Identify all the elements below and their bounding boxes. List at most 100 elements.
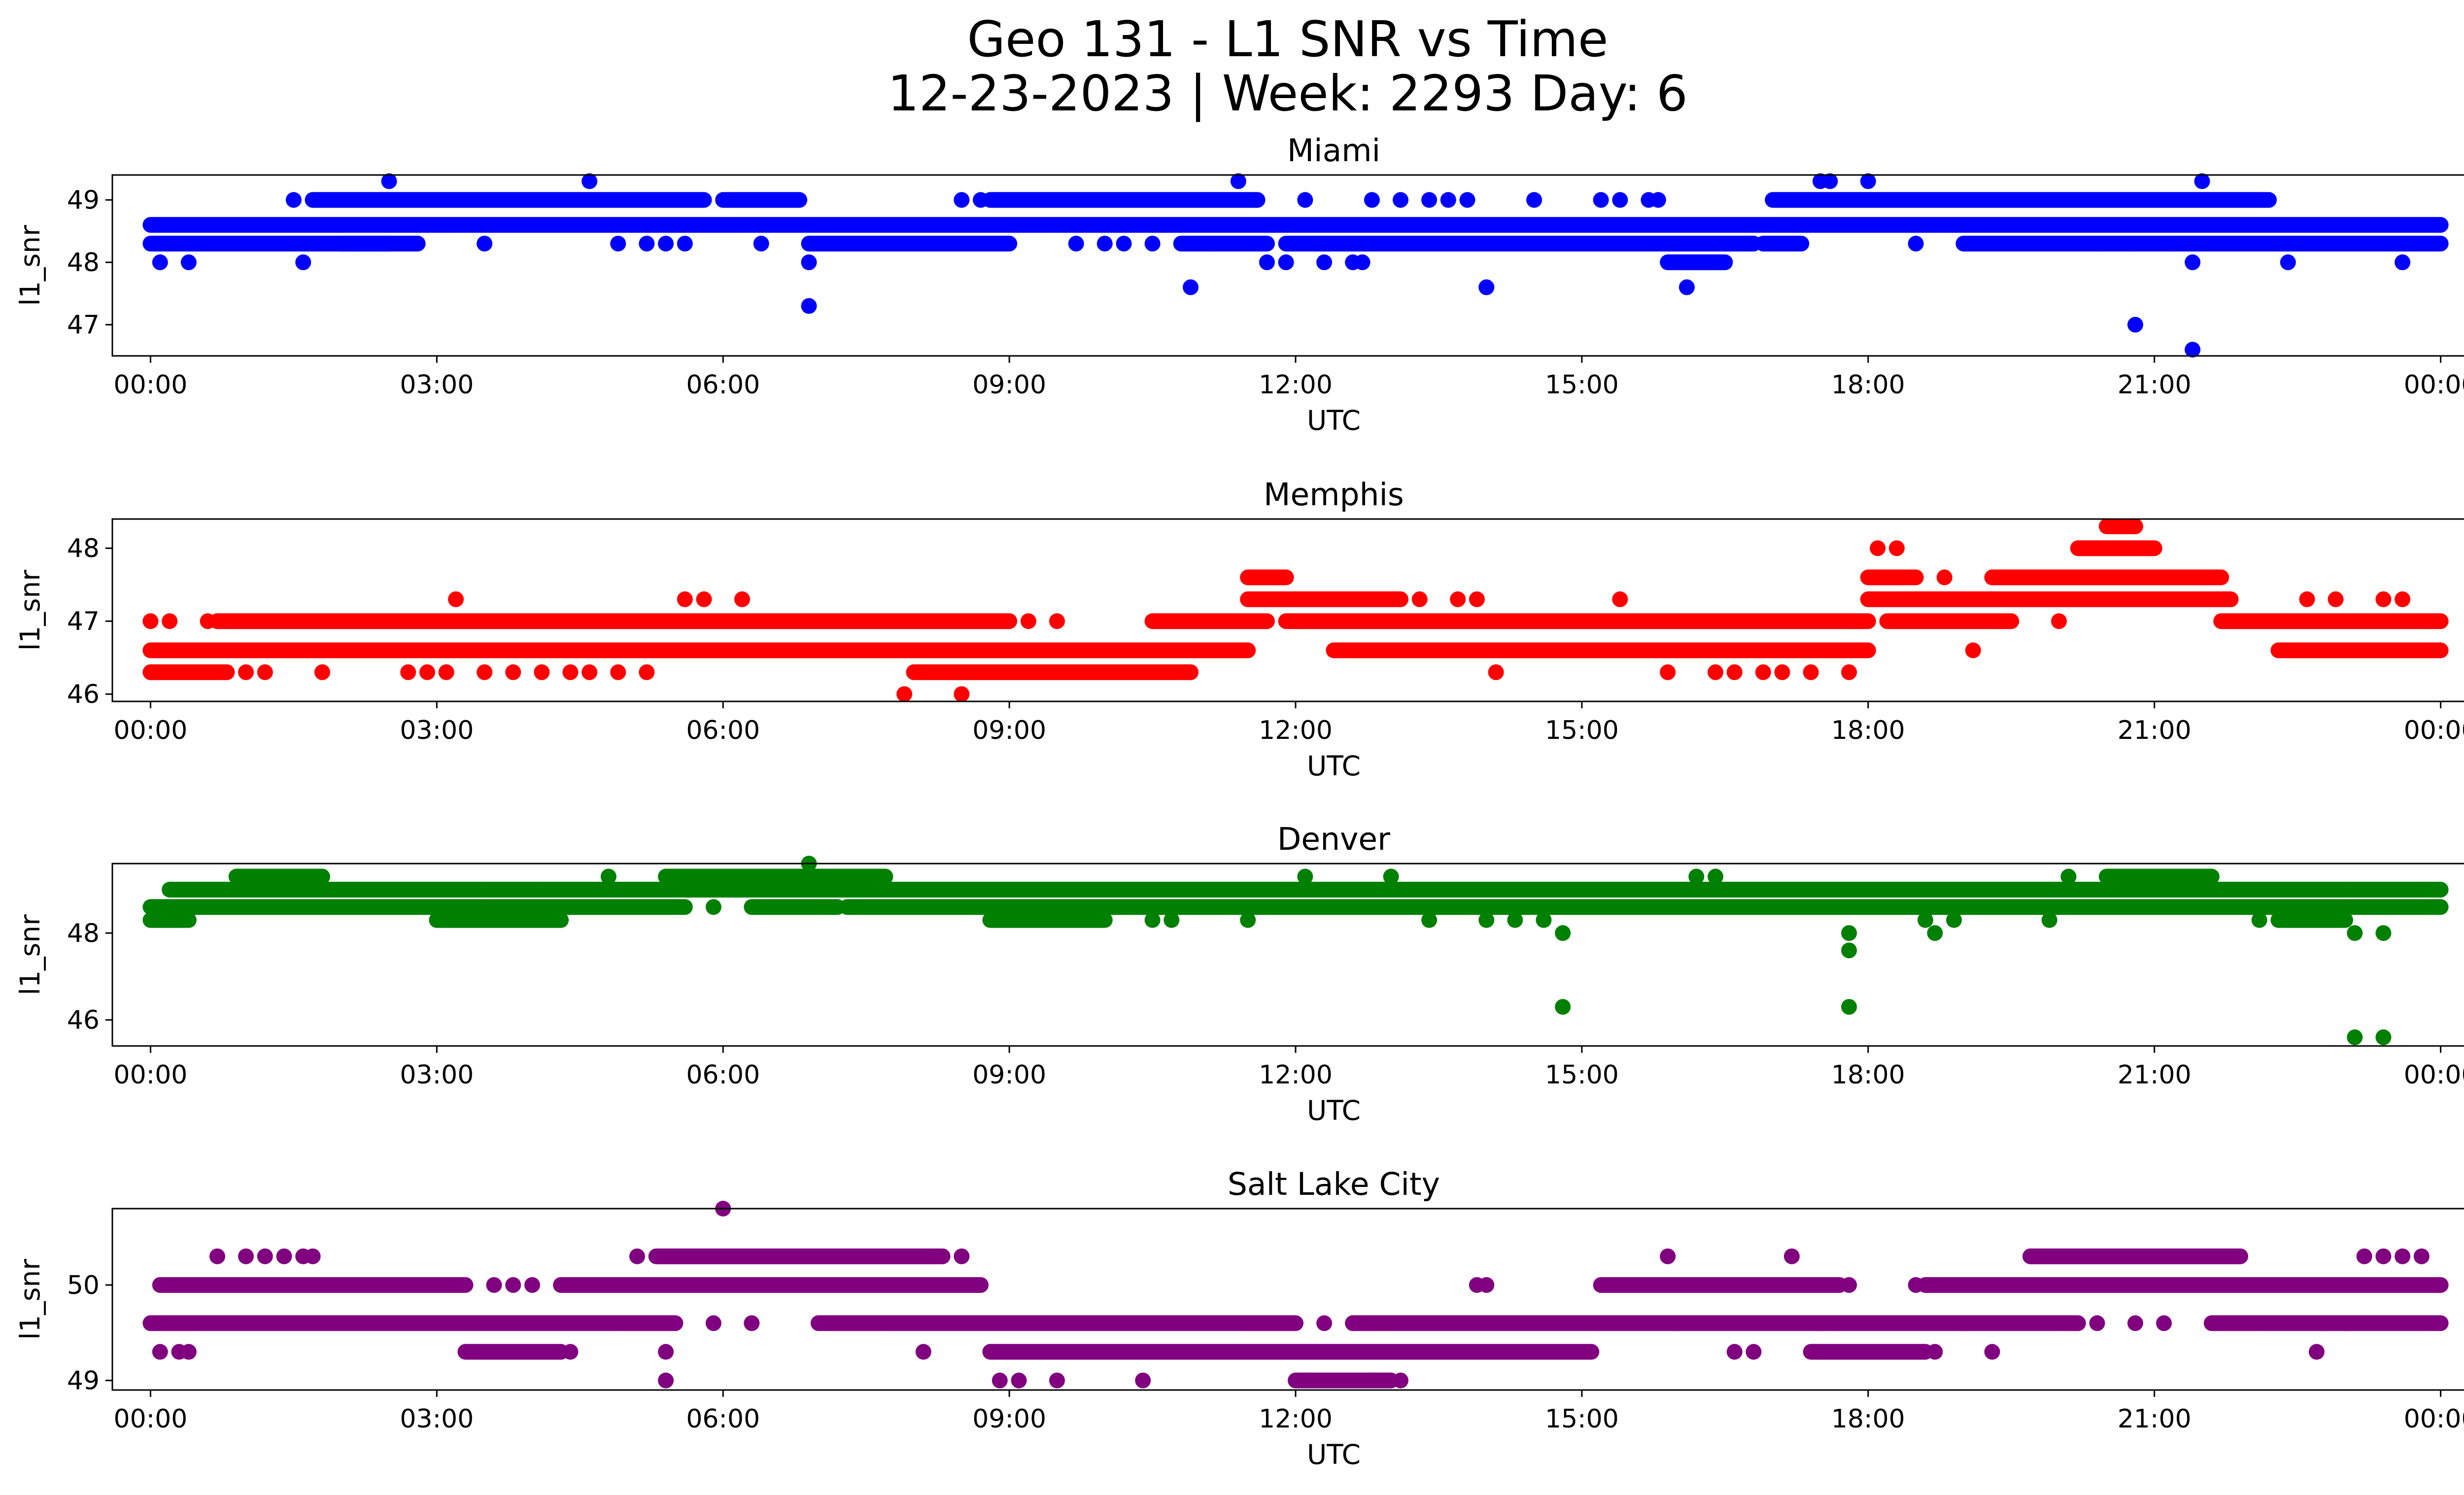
- subplot-title: Miami: [1287, 133, 1380, 169]
- subplot-2: Memphis 00:00 03:00 06:00 09:00 12:00 15:00 18:…: [14, 477, 2464, 782]
- data-point: [658, 1372, 674, 1389]
- data-point: [2347, 1029, 2363, 1045]
- data-point: [973, 192, 989, 208]
- data-point: [1841, 925, 1857, 941]
- data-point: [1803, 664, 1819, 680]
- subplot-1: Miami 00:00 03:00 06:00 09:00 12:00 15:00 18:00…: [14, 133, 2464, 436]
- data-point: [610, 236, 626, 252]
- series-markers: [142, 518, 2449, 702]
- y-tick-label: 48: [67, 534, 100, 563]
- series-markers: [142, 1201, 2449, 1389]
- y-tick-label: 46: [67, 1006, 100, 1035]
- y-axis-label: l1_snr: [14, 225, 46, 306]
- y-tick-label: 48: [67, 248, 100, 278]
- data-point: [381, 173, 397, 189]
- data-point: [1841, 999, 1857, 1015]
- data-point: [562, 664, 579, 680]
- data-point: [1888, 540, 1905, 556]
- x-tick-label: 00:00: [2404, 1060, 2464, 1090]
- data-point: [534, 881, 550, 898]
- x-tick-label: 03:00: [400, 1404, 474, 1434]
- data-point: [2194, 173, 2210, 189]
- data-point: [1364, 192, 1380, 208]
- data-point: [257, 664, 273, 680]
- data-point: [1946, 912, 1962, 928]
- data-point: [477, 664, 493, 680]
- data-point: [2395, 1248, 2411, 1264]
- data-point: [915, 1344, 931, 1360]
- x-tick-label: 12:00: [1259, 716, 1333, 745]
- data-point: [2413, 1248, 2430, 1264]
- data-point: [2327, 591, 2344, 607]
- x-tick-label: 15:00: [1545, 1060, 1619, 1090]
- data-point: [582, 173, 598, 189]
- data-point: [1708, 869, 1724, 885]
- data-point: [1488, 664, 1504, 680]
- data-point: [1612, 591, 1628, 607]
- y-tick-label: 49: [67, 1366, 100, 1396]
- data-point: [1755, 664, 1771, 680]
- data-point: [1049, 613, 1065, 629]
- data-point: [1708, 664, 1724, 680]
- x-axis-label: UTC: [1307, 1439, 1361, 1470]
- data-point: [2337, 881, 2354, 898]
- data-point: [1230, 173, 1246, 189]
- data-point: [1278, 254, 1294, 271]
- data-point: [1927, 1344, 1943, 1360]
- data-point: [1965, 642, 1981, 659]
- y-tick-label: 48: [67, 919, 100, 948]
- data-point: [1421, 192, 1437, 208]
- y-tick-label: 50: [67, 1271, 100, 1300]
- data-point: [600, 869, 616, 885]
- data-point: [1555, 925, 1571, 941]
- data-point: [1917, 912, 1934, 928]
- data-point: [1440, 192, 1456, 208]
- data-point: [1555, 999, 1571, 1015]
- data-point: [658, 1344, 674, 1360]
- subplot-3: Denver 00:00 03:00 06:00 09:00 12:00 15:00 18:0…: [14, 821, 2464, 1126]
- data-point: [1908, 1277, 1924, 1293]
- data-point: [505, 1277, 521, 1293]
- data-point: [849, 899, 865, 915]
- x-tick-label: 00:00: [114, 370, 188, 400]
- data-point: [142, 613, 159, 629]
- data-point: [448, 591, 464, 607]
- data-point: [400, 664, 416, 680]
- x-tick-label: 03:00: [400, 370, 474, 400]
- x-tick-label: 21:00: [2118, 1404, 2191, 1434]
- data-point: [1450, 591, 1466, 607]
- data-point: [1297, 869, 1313, 885]
- data-point: [180, 1344, 197, 1360]
- data-point: [2060, 869, 2077, 885]
- data-point: [2375, 925, 2392, 941]
- data-point: [505, 664, 521, 680]
- data-point: [534, 664, 550, 680]
- data-point: [1660, 1248, 1676, 1264]
- data-point: [801, 254, 817, 271]
- data-point: [2127, 1315, 2144, 1331]
- data-point: [2356, 1248, 2372, 1264]
- data-point: [1096, 236, 1113, 252]
- data-point: [1297, 192, 1313, 208]
- data-point: [438, 664, 454, 680]
- data-point: [954, 1248, 970, 1264]
- data-point: [419, 664, 435, 680]
- x-axis-label: UTC: [1307, 1095, 1361, 1126]
- x-tick-label: 12:00: [1259, 370, 1333, 400]
- figure-title: Geo 131 - L1 SNR vs Time: [967, 10, 1608, 68]
- x-tick-label: 18:00: [1831, 716, 1905, 745]
- data-point: [610, 664, 626, 680]
- data-point: [486, 1277, 502, 1293]
- data-point: [1068, 236, 1084, 252]
- data-point: [1841, 942, 1857, 959]
- x-tick-label: 15:00: [1545, 1404, 1619, 1434]
- data-point: [152, 1344, 168, 1360]
- data-point: [2251, 912, 2267, 928]
- data-point: [1593, 192, 1609, 208]
- data-point: [2299, 591, 2315, 607]
- x-tick-label: 03:00: [400, 716, 474, 745]
- data-point: [477, 236, 493, 252]
- figure-subtitle: 12-23-2023 | Week: 2293 Day: 6: [888, 65, 1688, 122]
- data-point: [992, 1372, 1008, 1389]
